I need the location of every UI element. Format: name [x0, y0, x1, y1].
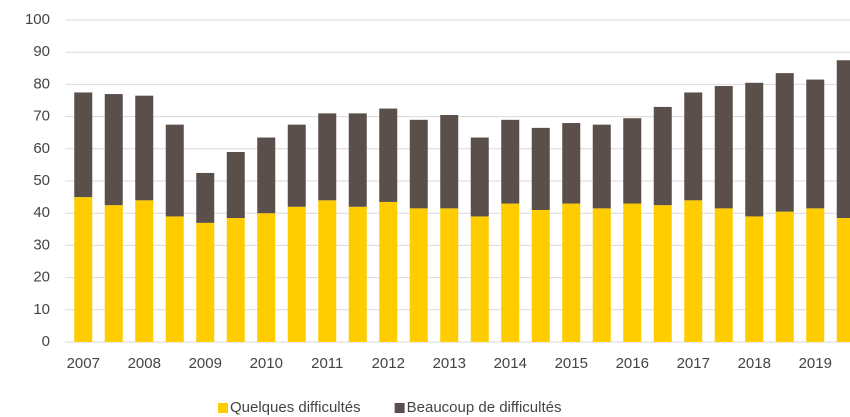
- y-tick-label: 80: [33, 75, 50, 92]
- bar-segment: [531, 209, 550, 342]
- bar-segment: [440, 208, 459, 342]
- y-tick-label: 100: [25, 11, 50, 28]
- bar-segment: [714, 86, 733, 209]
- bar-segment: [287, 124, 306, 207]
- bar-segment: [836, 60, 850, 219]
- y-tick-label: 20: [33, 269, 50, 286]
- y-tick-label: 30: [33, 236, 50, 253]
- bar-segment: [226, 218, 245, 342]
- bar-segment: [562, 123, 581, 204]
- bar-segment: [196, 172, 215, 223]
- bar-segment: [745, 82, 764, 217]
- bar-segment: [74, 92, 93, 198]
- bar-segment: [806, 79, 825, 209]
- bar-segment: [104, 94, 123, 206]
- bar-segment: [684, 200, 703, 342]
- bar-segment: [165, 124, 184, 217]
- bar-segment: [74, 197, 93, 342]
- bar-segment: [653, 205, 672, 342]
- bar-segment: [257, 137, 276, 214]
- x-tick-label: 2017: [677, 355, 710, 372]
- legend-swatch: [394, 403, 405, 413]
- y-tick-label: 0: [42, 333, 50, 350]
- x-tick-label: 2012: [372, 355, 405, 372]
- bar-segment: [165, 216, 184, 342]
- x-tick-label: 2007: [67, 355, 100, 372]
- y-tick-label: 60: [33, 140, 50, 157]
- bar-segment: [562, 203, 581, 342]
- bar-segment: [440, 114, 459, 209]
- x-tick-label: 2010: [250, 355, 283, 372]
- bar-segment: [501, 203, 520, 342]
- bar-segment: [684, 92, 703, 201]
- bar-segment: [470, 137, 489, 217]
- legend-label: Quelques difficultés: [230, 399, 361, 416]
- x-tick-label: 2009: [189, 355, 222, 372]
- y-tick-label: 70: [33, 108, 50, 125]
- x-tick-label: 2013: [433, 355, 466, 372]
- bar-segment: [379, 108, 398, 202]
- y-tick-label: 90: [33, 43, 50, 60]
- bar-segment: [806, 208, 825, 342]
- bar-segment: [257, 213, 276, 342]
- x-tick-label: 2008: [128, 355, 161, 372]
- bar-segment: [653, 106, 672, 206]
- bar-segment: [409, 119, 428, 209]
- bar-segment: [318, 200, 337, 342]
- bar-segment: [531, 127, 550, 210]
- bar-segment: [135, 200, 154, 342]
- y-tick-label: 40: [33, 204, 50, 221]
- y-tick-label: 10: [33, 301, 50, 318]
- legend-swatch: [218, 403, 228, 413]
- x-tick-label: 2011: [311, 355, 343, 372]
- bar-segment: [501, 119, 520, 204]
- bar-segment: [714, 208, 733, 342]
- bar-segment: [775, 73, 794, 212]
- y-tick-label: 50: [33, 172, 50, 189]
- x-tick-label: 2015: [555, 355, 588, 372]
- bar-segment: [409, 208, 428, 342]
- bar-segment: [470, 216, 489, 342]
- bar-segment: [348, 113, 367, 207]
- bar-segment: [592, 124, 611, 209]
- x-tick-label: 2019: [799, 355, 832, 372]
- bar-segment: [226, 152, 245, 219]
- bar-segment: [379, 201, 398, 342]
- bar-segment: [196, 222, 215, 342]
- bar-segment: [623, 118, 642, 204]
- bar-segment: [592, 208, 611, 342]
- x-tick-label: 2016: [616, 355, 649, 372]
- legend-label: Beaucoup de difficultés: [407, 399, 562, 416]
- bar-segment: [348, 206, 367, 342]
- bar-segment: [287, 206, 306, 342]
- bar-segment: [775, 211, 794, 342]
- x-tick-label: 2014: [494, 355, 527, 372]
- bar-segment: [104, 205, 123, 342]
- bar-segment: [623, 203, 642, 342]
- x-tick-label: 2018: [738, 355, 771, 372]
- bar-segment: [745, 216, 764, 342]
- bar-segment: [318, 113, 337, 201]
- bar-segment: [135, 95, 154, 201]
- bar-segment: [836, 218, 850, 342]
